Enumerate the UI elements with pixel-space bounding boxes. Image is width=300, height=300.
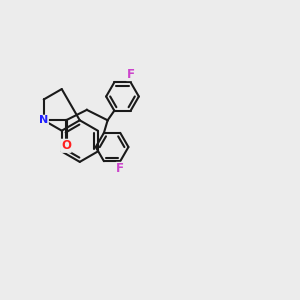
Text: N: N xyxy=(39,115,48,125)
Text: F: F xyxy=(116,162,124,176)
Text: F: F xyxy=(127,68,135,81)
Text: O: O xyxy=(61,139,71,152)
